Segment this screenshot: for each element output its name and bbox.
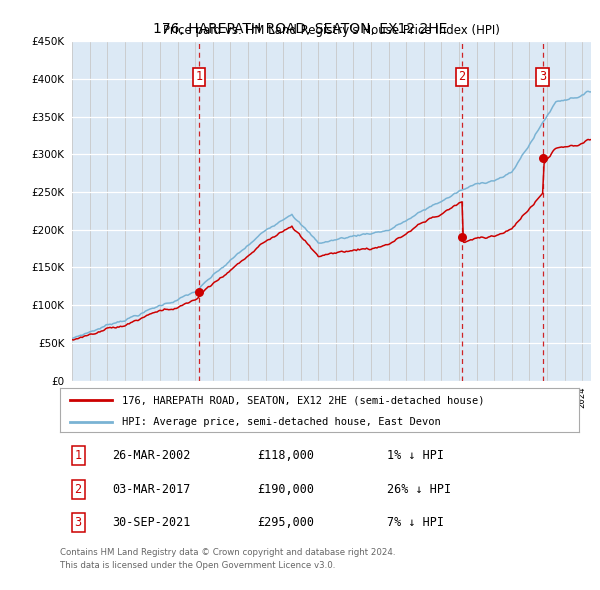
Text: £295,000: £295,000 (257, 516, 314, 529)
Text: HPI: Average price, semi-detached house, East Devon: HPI: Average price, semi-detached house,… (122, 417, 441, 427)
Text: £118,000: £118,000 (257, 449, 314, 462)
Text: 03-MAR-2017: 03-MAR-2017 (112, 483, 190, 496)
Text: 2: 2 (458, 70, 466, 83)
Text: 1: 1 (74, 449, 82, 462)
Text: 3: 3 (74, 516, 82, 529)
Text: £190,000: £190,000 (257, 483, 314, 496)
Text: 26-MAR-2002: 26-MAR-2002 (112, 449, 190, 462)
Text: 26% ↓ HPI: 26% ↓ HPI (387, 483, 451, 496)
Text: 1: 1 (196, 70, 203, 83)
Text: 3: 3 (539, 70, 546, 83)
Text: 7% ↓ HPI: 7% ↓ HPI (387, 516, 444, 529)
Text: 30-SEP-2021: 30-SEP-2021 (112, 516, 190, 529)
Text: 1% ↓ HPI: 1% ↓ HPI (387, 449, 444, 462)
Text: This data is licensed under the Open Government Licence v3.0.: This data is licensed under the Open Gov… (60, 560, 335, 569)
Text: 176, HAREPATH ROAD, SEATON, EX12 2HE (semi-detached house): 176, HAREPATH ROAD, SEATON, EX12 2HE (se… (122, 395, 485, 405)
Title: Price paid vs. HM Land Registry's House Price Index (HPI): Price paid vs. HM Land Registry's House … (163, 24, 500, 37)
Text: Contains HM Land Registry data © Crown copyright and database right 2024.: Contains HM Land Registry data © Crown c… (60, 548, 395, 556)
Text: 176, HAREPATH ROAD, SEATON, EX12 2HE: 176, HAREPATH ROAD, SEATON, EX12 2HE (153, 22, 447, 36)
Text: 2: 2 (74, 483, 82, 496)
